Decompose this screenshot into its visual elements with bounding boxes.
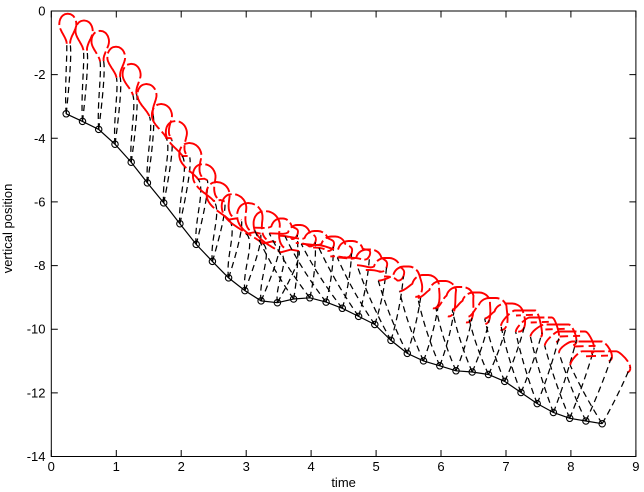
svg-text:-12: -12 bbox=[27, 385, 46, 400]
svg-text:time: time bbox=[331, 475, 356, 490]
svg-text:0: 0 bbox=[48, 459, 55, 474]
svg-text:-6: -6 bbox=[34, 194, 46, 209]
svg-text:4: 4 bbox=[307, 459, 314, 474]
svg-text:5: 5 bbox=[372, 459, 379, 474]
svg-text:2: 2 bbox=[178, 459, 185, 474]
svg-text:-10: -10 bbox=[27, 322, 46, 337]
svg-text:-14: -14 bbox=[27, 449, 46, 464]
svg-text:6: 6 bbox=[437, 459, 444, 474]
svg-text:9: 9 bbox=[632, 459, 639, 474]
svg-text:1: 1 bbox=[113, 459, 120, 474]
svg-text:-2: -2 bbox=[34, 67, 46, 82]
svg-text:3: 3 bbox=[243, 459, 250, 474]
svg-text:8: 8 bbox=[567, 459, 574, 474]
svg-text:-4: -4 bbox=[34, 131, 46, 146]
svg-text:-8: -8 bbox=[34, 258, 46, 273]
svg-text:7: 7 bbox=[502, 459, 509, 474]
svg-text:0: 0 bbox=[38, 4, 45, 19]
svg-text:vertical position: vertical position bbox=[0, 184, 15, 274]
